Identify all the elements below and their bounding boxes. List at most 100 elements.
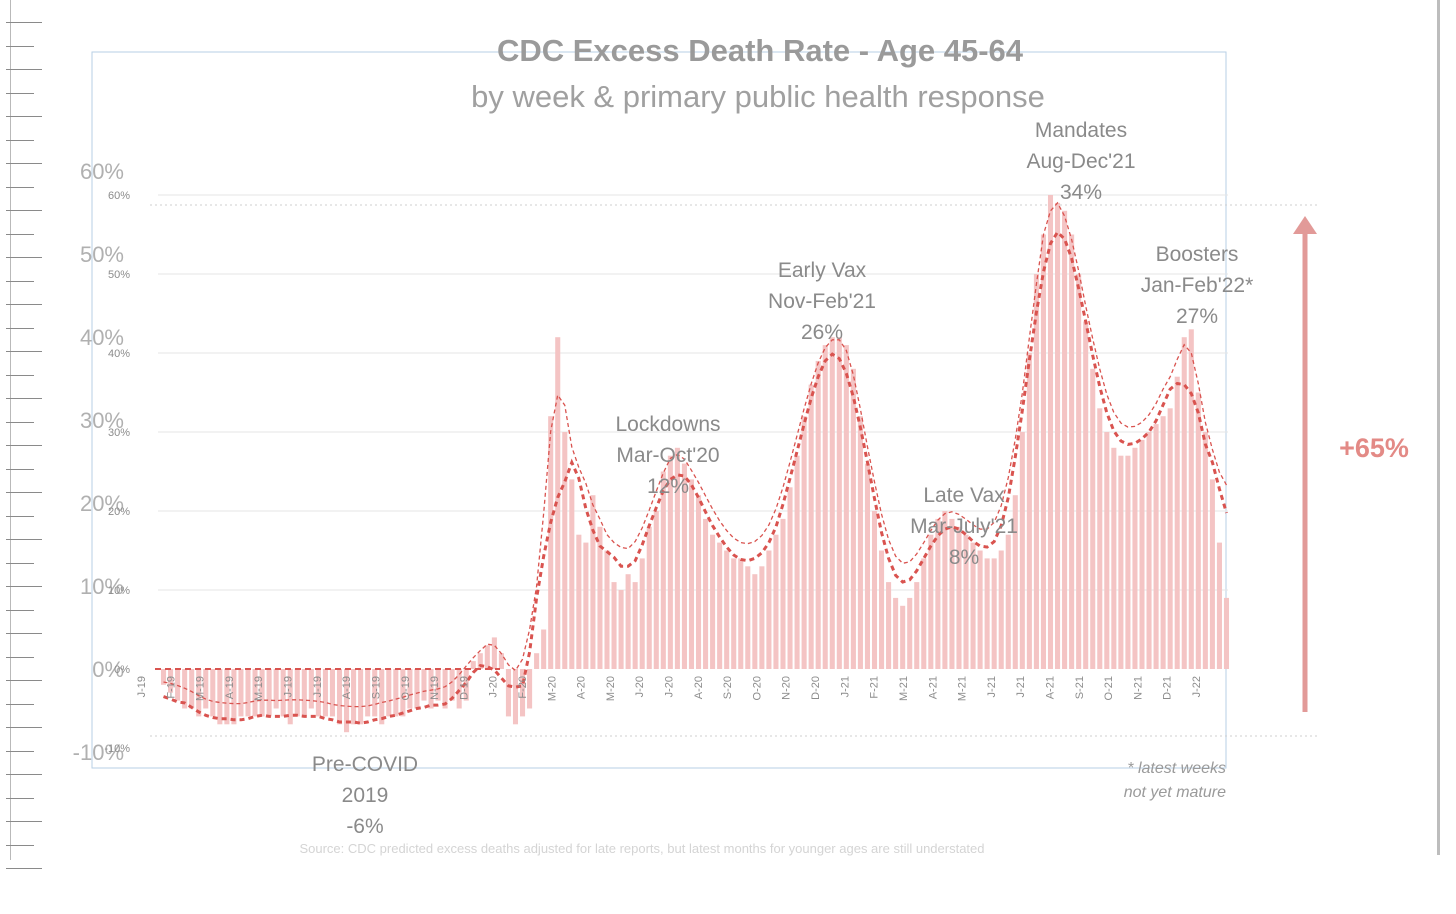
bar <box>738 558 744 669</box>
x-tick-label: M-21 <box>957 676 969 701</box>
annotation-line: 34% <box>1060 181 1102 204</box>
bar <box>484 645 490 669</box>
ruler-tick <box>6 398 42 399</box>
ruler-tick <box>6 844 34 846</box>
bar <box>893 597 899 669</box>
ruler-tick <box>6 22 42 23</box>
bar <box>1209 479 1215 669</box>
bar <box>984 558 990 669</box>
ruler-tick <box>6 703 34 705</box>
y-tick-label-outer: 30% <box>80 408 124 433</box>
bar <box>505 669 511 717</box>
bar <box>815 360 821 669</box>
y-tick-label-inner: 40% <box>108 348 130 360</box>
y-tick-label-inner: 50% <box>108 269 130 281</box>
bar <box>273 669 279 709</box>
bar <box>928 534 934 669</box>
ruler-tick <box>6 233 34 235</box>
bar <box>358 669 364 725</box>
bar <box>1104 432 1110 669</box>
ruler-tick <box>6 609 34 611</box>
y-tick-label-inner: 0% <box>114 664 130 676</box>
annotation-line: Late Vax <box>923 484 1005 507</box>
footnote-line-2: not yet mature <box>1124 784 1226 801</box>
bar <box>632 582 638 669</box>
bars <box>160 195 1230 733</box>
bar <box>583 542 589 669</box>
annotation-line: Nov-Feb'21 <box>768 290 876 313</box>
bar <box>203 669 209 709</box>
bar <box>477 653 483 669</box>
bar <box>294 669 300 717</box>
x-tick-label: D-20 <box>810 676 822 700</box>
bar <box>1069 234 1075 669</box>
bar <box>998 550 1004 669</box>
x-tick-label: D-21 <box>1162 676 1174 700</box>
annotation-line: Mandates <box>1035 119 1127 142</box>
bar <box>611 582 617 669</box>
ruler-tick <box>6 515 34 517</box>
x-tick-label: J-21 <box>1015 676 1027 697</box>
annotation-line: 2019 <box>342 784 389 807</box>
bar <box>1040 234 1046 669</box>
bar <box>548 416 554 669</box>
y-tick-label-outer: 40% <box>80 325 124 350</box>
x-tick-label: S-21 <box>1074 676 1086 699</box>
x-tick-label: S-19 <box>370 676 382 699</box>
bar <box>238 669 244 717</box>
bar <box>569 479 575 669</box>
bar <box>1111 447 1117 669</box>
bar <box>907 597 913 669</box>
ruler-tick <box>6 868 42 869</box>
y-tick-label-inner: 10% <box>108 585 130 597</box>
bar <box>498 653 504 669</box>
annotations: Pre-COVID 2019 -6% Lockdowns Mar-Oct'20 12% Ea… <box>312 119 1253 838</box>
y-tick-label-outer: 50% <box>80 242 124 267</box>
bar <box>336 669 343 725</box>
bar <box>850 368 856 669</box>
bar <box>414 669 420 709</box>
bar <box>1083 321 1089 669</box>
annotation-line: Pre-COVID <box>312 753 418 776</box>
ruler-tick <box>6 445 42 446</box>
bar <box>977 550 983 669</box>
x-tick-label: A-21 <box>927 676 939 699</box>
bar <box>520 669 526 717</box>
bar <box>745 566 751 669</box>
bar <box>681 463 687 669</box>
chart-title: CDC Excess Death Rate - Age 45-64 <box>497 33 1024 68</box>
bar <box>1047 195 1054 669</box>
bar <box>1181 337 1187 669</box>
bar <box>829 337 835 669</box>
bar <box>386 669 392 717</box>
x-tick-label: F-19 <box>165 676 177 699</box>
bar <box>280 669 286 717</box>
bar <box>900 605 906 669</box>
x-tick-label: J-21 <box>986 676 998 697</box>
bar <box>351 669 357 725</box>
annotation-line: 26% <box>801 321 843 344</box>
x-tick-label: F-21 <box>869 676 881 699</box>
bar <box>379 669 385 725</box>
bar <box>710 534 716 669</box>
bar <box>449 669 455 701</box>
bar <box>1146 432 1152 669</box>
bar <box>442 669 448 709</box>
ruler-tick <box>6 750 34 752</box>
bar <box>963 534 969 669</box>
bar <box>1005 534 1011 669</box>
ruler-tick <box>6 539 42 540</box>
ruler-tick <box>6 139 34 141</box>
x-tick-label: A-19 <box>341 676 353 699</box>
bar <box>1132 447 1138 669</box>
x-tick-label: A-20 <box>576 676 588 699</box>
x-tick-label: A-20 <box>693 676 705 699</box>
bar <box>1216 542 1222 669</box>
bar <box>674 447 680 669</box>
bar <box>639 558 645 669</box>
bar <box>703 518 709 669</box>
bar <box>344 669 350 733</box>
ruler-tick <box>6 468 34 470</box>
trend-lines <box>163 201 1228 725</box>
x-tick-label: F-20 <box>517 676 529 699</box>
